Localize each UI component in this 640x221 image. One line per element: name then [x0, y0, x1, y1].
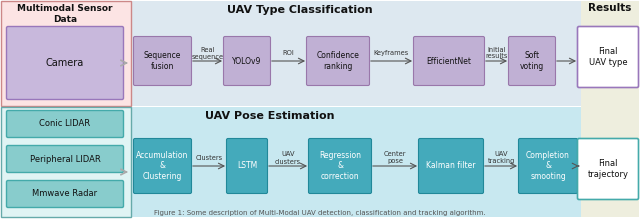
Text: Soft
voting: Soft voting [520, 51, 544, 71]
Text: UAV Pose Estimation: UAV Pose Estimation [205, 111, 335, 121]
Bar [131, 107, 581, 217]
Text: Mmwave Radar: Mmwave Radar [33, 189, 97, 198]
Text: YOLOv9: YOLOv9 [232, 57, 262, 65]
FancyBboxPatch shape [509, 36, 556, 86]
Text: Kalman filter: Kalman filter [426, 162, 476, 170]
Text: Keyframes: Keyframes [374, 50, 409, 56]
Text: Final
UAV type: Final UAV type [589, 47, 627, 67]
Text: EfficientNet: EfficientNet [426, 57, 472, 65]
FancyBboxPatch shape [413, 36, 484, 86]
Text: Conic LIDAR: Conic LIDAR [40, 120, 91, 128]
Text: Results: Results [588, 3, 632, 13]
Text: ROI: ROI [283, 50, 294, 56]
Text: Confidence
ranking: Confidence ranking [317, 51, 360, 71]
FancyBboxPatch shape [134, 36, 191, 86]
Bar [1, 107, 131, 217]
Bar [581, 1, 639, 217]
Text: Clusters: Clusters [195, 155, 223, 161]
Text: Real
sequence: Real sequence [191, 46, 223, 59]
Text: Sequence
fusion: Sequence fusion [144, 51, 181, 71]
Text: Peripheral LIDAR: Peripheral LIDAR [29, 154, 100, 164]
Text: Initial
results: Initial results [485, 46, 508, 59]
Text: Regression
&
correction: Regression & correction [319, 151, 361, 181]
Text: Camera: Camera [46, 58, 84, 68]
Text: Completion
&
smooting: Completion & smooting [526, 151, 570, 181]
Text: Figure 1: Some description of Multi-Modal UAV detection, classification and trac: Figure 1: Some description of Multi-Moda… [154, 210, 486, 216]
FancyBboxPatch shape [6, 145, 124, 173]
FancyBboxPatch shape [6, 181, 124, 208]
Text: Accumulation
&
Clustering: Accumulation & Clustering [136, 151, 189, 181]
Text: Final
trajectory: Final trajectory [588, 159, 628, 179]
FancyBboxPatch shape [308, 139, 371, 194]
Bar [1, 1, 131, 106]
Text: UAV
tracking: UAV tracking [487, 152, 515, 164]
FancyBboxPatch shape [223, 36, 271, 86]
FancyBboxPatch shape [6, 110, 124, 137]
Text: UAV
clusters: UAV clusters [275, 152, 301, 164]
Text: Center
pose: Center pose [384, 152, 406, 164]
Text: UAV Type Classification: UAV Type Classification [227, 5, 373, 15]
Text: LSTM: LSTM [237, 162, 257, 170]
Bar [131, 1, 581, 106]
FancyBboxPatch shape [134, 139, 191, 194]
FancyBboxPatch shape [227, 139, 268, 194]
FancyBboxPatch shape [577, 139, 639, 200]
FancyBboxPatch shape [6, 27, 124, 99]
FancyBboxPatch shape [577, 27, 639, 88]
FancyBboxPatch shape [307, 36, 369, 86]
Text: Multimodal Sensor
Data: Multimodal Sensor Data [17, 4, 113, 24]
FancyBboxPatch shape [419, 139, 483, 194]
FancyBboxPatch shape [518, 139, 577, 194]
